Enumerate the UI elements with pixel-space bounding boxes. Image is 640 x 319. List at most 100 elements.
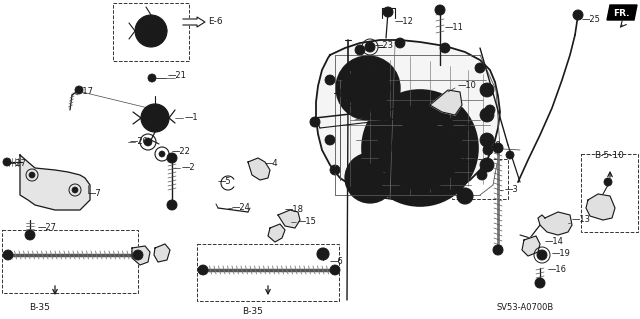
Circle shape <box>480 83 494 97</box>
Text: —24: —24 <box>232 203 251 211</box>
Circle shape <box>364 172 376 184</box>
Circle shape <box>363 83 373 93</box>
Circle shape <box>198 265 208 275</box>
Circle shape <box>72 187 78 193</box>
Text: —27: —27 <box>8 160 27 168</box>
Bar <box>2 230 138 293</box>
Text: B-5-10: B-5-10 <box>594 151 624 160</box>
Text: —17: —17 <box>75 87 94 97</box>
Text: —26: —26 <box>454 122 473 131</box>
Circle shape <box>485 147 491 153</box>
Text: SV53-A0700B: SV53-A0700B <box>497 303 554 313</box>
Circle shape <box>362 90 478 206</box>
Circle shape <box>461 192 469 200</box>
Circle shape <box>343 88 353 98</box>
Text: —25: —25 <box>582 16 601 25</box>
Circle shape <box>357 47 363 53</box>
Circle shape <box>479 172 485 178</box>
Circle shape <box>435 5 445 15</box>
Circle shape <box>355 65 365 75</box>
Text: B-35: B-35 <box>243 307 264 315</box>
Polygon shape <box>586 194 615 220</box>
Text: —16: —16 <box>548 265 567 275</box>
Text: —14: —14 <box>545 238 564 247</box>
Circle shape <box>135 15 167 47</box>
Text: —15: —15 <box>298 218 317 226</box>
Text: —22: —22 <box>172 147 191 157</box>
Circle shape <box>148 74 156 82</box>
Circle shape <box>477 170 487 180</box>
Bar <box>452 159 508 199</box>
Circle shape <box>346 66 390 110</box>
Circle shape <box>330 165 340 175</box>
Text: E-6: E-6 <box>208 18 223 26</box>
Polygon shape <box>20 155 90 210</box>
Circle shape <box>483 136 491 144</box>
Circle shape <box>167 153 177 163</box>
Circle shape <box>310 117 320 127</box>
Circle shape <box>25 230 35 240</box>
Circle shape <box>442 45 448 51</box>
Circle shape <box>345 153 395 203</box>
Text: —19: —19 <box>552 249 571 257</box>
Circle shape <box>133 250 143 260</box>
Circle shape <box>395 38 405 48</box>
Circle shape <box>327 77 333 83</box>
Polygon shape <box>430 90 462 115</box>
Circle shape <box>483 86 491 94</box>
Text: B-35: B-35 <box>29 303 51 313</box>
Circle shape <box>141 104 169 132</box>
Circle shape <box>443 120 453 130</box>
Circle shape <box>573 10 583 20</box>
Circle shape <box>141 21 161 41</box>
Text: —7: —7 <box>88 189 102 197</box>
Circle shape <box>537 250 547 260</box>
Circle shape <box>147 110 163 126</box>
Circle shape <box>325 75 335 85</box>
Text: —1: —1 <box>185 114 198 122</box>
Circle shape <box>3 250 13 260</box>
Circle shape <box>383 7 393 17</box>
Polygon shape <box>522 236 540 256</box>
Text: —18: —18 <box>285 205 304 214</box>
Polygon shape <box>268 224 285 242</box>
Text: —20: —20 <box>130 137 149 146</box>
Circle shape <box>485 105 495 115</box>
Circle shape <box>415 143 425 153</box>
Text: —10: —10 <box>458 81 477 91</box>
Text: —13: —13 <box>572 216 591 225</box>
Polygon shape <box>316 40 500 200</box>
Text: —12: —12 <box>395 18 414 26</box>
Circle shape <box>480 158 494 172</box>
Circle shape <box>378 106 462 190</box>
Text: —23: —23 <box>375 41 394 50</box>
Circle shape <box>480 108 494 122</box>
Circle shape <box>3 158 11 166</box>
Circle shape <box>457 188 473 204</box>
Text: —11: —11 <box>445 24 464 33</box>
Circle shape <box>336 56 400 120</box>
Circle shape <box>355 45 365 55</box>
Polygon shape <box>538 212 572 235</box>
Circle shape <box>167 200 177 210</box>
Circle shape <box>480 133 494 147</box>
Circle shape <box>327 137 333 143</box>
Circle shape <box>342 82 348 88</box>
Circle shape <box>483 145 493 155</box>
Circle shape <box>483 161 491 169</box>
Text: —6: —6 <box>330 257 344 266</box>
Text: —8: —8 <box>488 140 502 150</box>
Text: —27: —27 <box>38 224 57 233</box>
Circle shape <box>406 134 434 162</box>
Circle shape <box>317 248 329 260</box>
Circle shape <box>487 107 493 113</box>
Circle shape <box>144 138 152 146</box>
Circle shape <box>330 265 340 275</box>
Text: —4: —4 <box>265 160 278 168</box>
Circle shape <box>365 42 375 52</box>
Bar <box>113 3 189 61</box>
Circle shape <box>392 120 448 176</box>
Polygon shape <box>278 210 300 228</box>
Circle shape <box>340 80 350 90</box>
Circle shape <box>483 111 491 119</box>
